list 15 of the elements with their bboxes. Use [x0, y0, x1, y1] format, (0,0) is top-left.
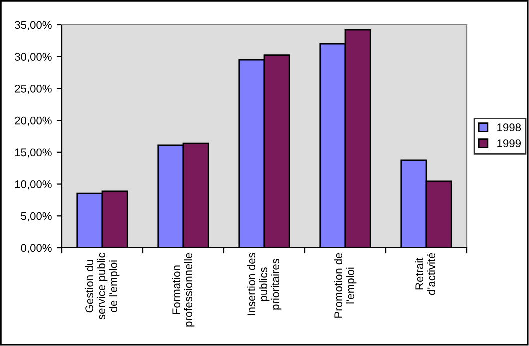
y-tick-label: 25,00%	[15, 84, 52, 94]
x-tick-label: Insertion des publics prioritaires	[247, 253, 282, 316]
legend-label: 1998	[498, 124, 522, 132]
y-tick-label: 10,00%	[15, 180, 52, 190]
y-tick-label: 35,00%	[15, 21, 52, 30]
y-tick-label: 30,00%	[15, 53, 52, 62]
y-tick-label: 15,00%	[15, 148, 52, 158]
legend-label: 1999	[498, 140, 521, 148]
y-tick-label: 20,00%	[15, 116, 52, 126]
x-tick-label: Retrait d'activité	[415, 253, 436, 296]
x-tick-label: Promotion de l'emploi	[334, 253, 357, 318]
y-tick-label: 5,00%	[21, 212, 52, 222]
x-tick-label: Gestion du service public de l'emploi	[85, 253, 120, 320]
x-tick-label: Formation professionnelle	[172, 253, 195, 327]
y-tick-label: 0,00%	[21, 244, 52, 254]
